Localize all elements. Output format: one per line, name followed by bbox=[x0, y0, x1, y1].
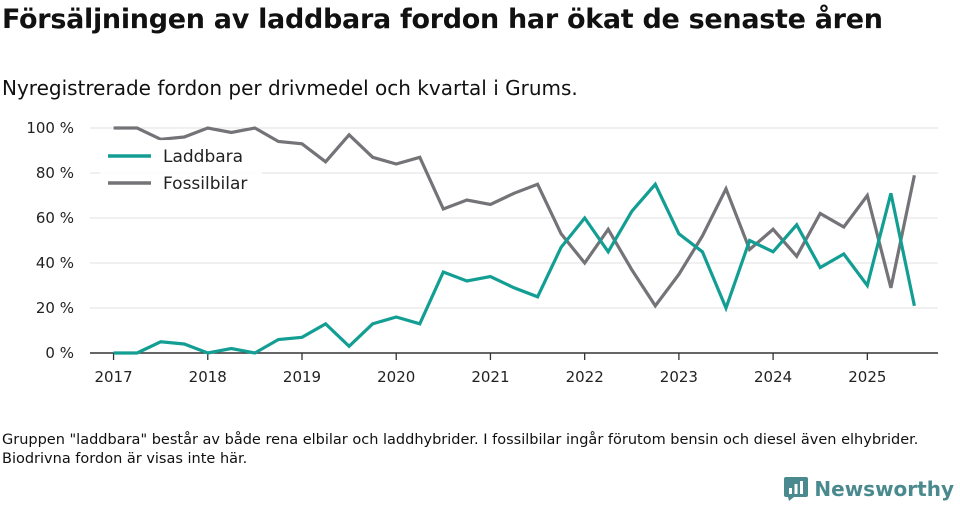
series-line-fossilbilar bbox=[113, 126, 916, 309]
brand-logo: Newsworthy bbox=[784, 475, 954, 503]
legend-label-laddbara: Laddbara bbox=[163, 147, 243, 167]
x-tick-label: 2025 bbox=[848, 368, 886, 386]
y-tick-label: 100 % bbox=[26, 119, 74, 137]
y-axis-ticks: 0 % 20 % 40 % 60 % 80 % 100 % bbox=[26, 119, 74, 362]
series-lines bbox=[113, 126, 916, 355]
chart-caption: Gruppen "laddbara" består av både rena e… bbox=[2, 432, 919, 467]
x-axis-ticks: 2017 2018 2019 2020 2021 2022 2023 2024 2025 bbox=[94, 353, 886, 386]
x-tick-label: 2024 bbox=[754, 368, 792, 386]
y-tick-label: 80 % bbox=[36, 164, 74, 182]
x-tick-label: 2023 bbox=[660, 368, 698, 386]
brand-name: Newsworthy bbox=[814, 477, 954, 501]
chart-title: Försäljningen av laddbara fordon har öka… bbox=[2, 4, 883, 35]
y-tick-label: 40 % bbox=[36, 254, 74, 272]
legend-label-fossilbilar: Fossilbilar bbox=[163, 174, 247, 194]
x-tick-label: 2021 bbox=[471, 368, 509, 386]
x-tick-label: 2018 bbox=[189, 368, 227, 386]
legend: Laddbara Fossilbilar bbox=[100, 140, 262, 202]
line-chart: 0 % 20 % 40 % 60 % 80 % 100 % 2017 2018 2019 202… bbox=[26, 119, 938, 386]
y-tick-label: 0 % bbox=[45, 344, 74, 362]
x-tick-label: 2017 bbox=[94, 368, 132, 386]
y-tick-label: 60 % bbox=[36, 209, 74, 227]
legend-background bbox=[100, 140, 262, 202]
y-tick-label: 20 % bbox=[36, 299, 74, 317]
x-tick-label: 2020 bbox=[377, 368, 415, 386]
chart-subtitle: Nyregistrerade fordon per drivmedel och … bbox=[2, 76, 578, 100]
series-line-laddbara bbox=[113, 181, 916, 355]
x-tick-label: 2019 bbox=[283, 368, 321, 386]
newsworthy-logo-icon bbox=[784, 477, 809, 501]
x-tick-label: 2022 bbox=[566, 368, 604, 386]
